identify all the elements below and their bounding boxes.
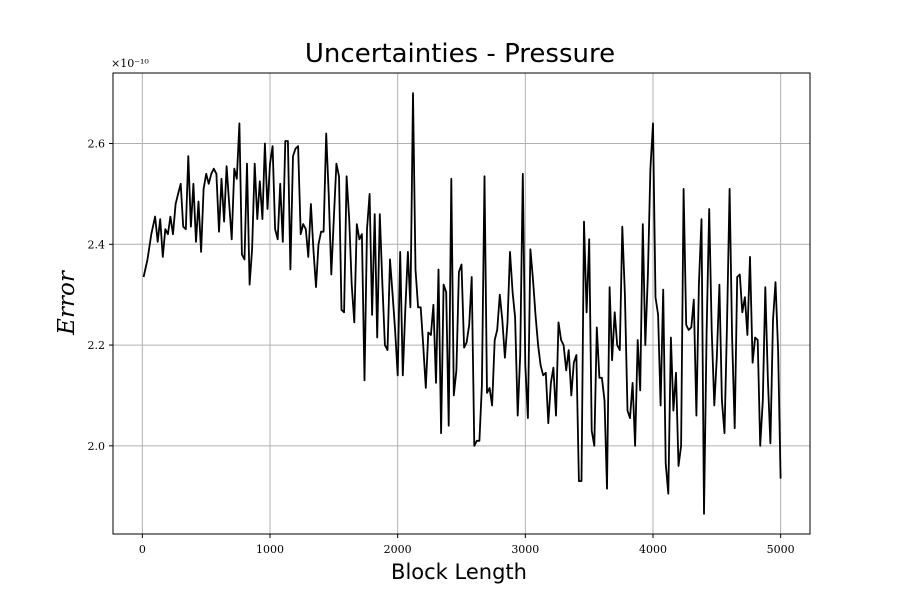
chart-title: Uncertainties - Pressure	[305, 39, 615, 69]
x-tick-label: 0	[139, 543, 146, 556]
y-tick-label: 2.6	[88, 138, 106, 151]
axis-ticks: 0 1000 2000 3000 4000 5000 2.0 2.2 2.4 2.6	[88, 138, 795, 556]
x-tick-label: 5000	[767, 543, 795, 556]
plot-frame	[112, 72, 811, 535]
x-axis-label: Block Length	[391, 560, 527, 584]
y-tick-label: 2.4	[88, 238, 106, 251]
y-tick-label: 2.0	[88, 440, 106, 453]
x-tick-label: 3000	[511, 543, 539, 556]
y-axis-label: Error	[54, 269, 80, 336]
y-tick-label: 2.2	[88, 339, 106, 352]
grid-lines	[113, 73, 810, 534]
y-scale-factor: ×10⁻¹⁰	[111, 57, 149, 70]
x-tick-label: 2000	[384, 543, 412, 556]
series-line	[142, 92, 782, 515]
x-tick-label: 1000	[256, 543, 284, 556]
x-tick-label: 4000	[639, 543, 667, 556]
